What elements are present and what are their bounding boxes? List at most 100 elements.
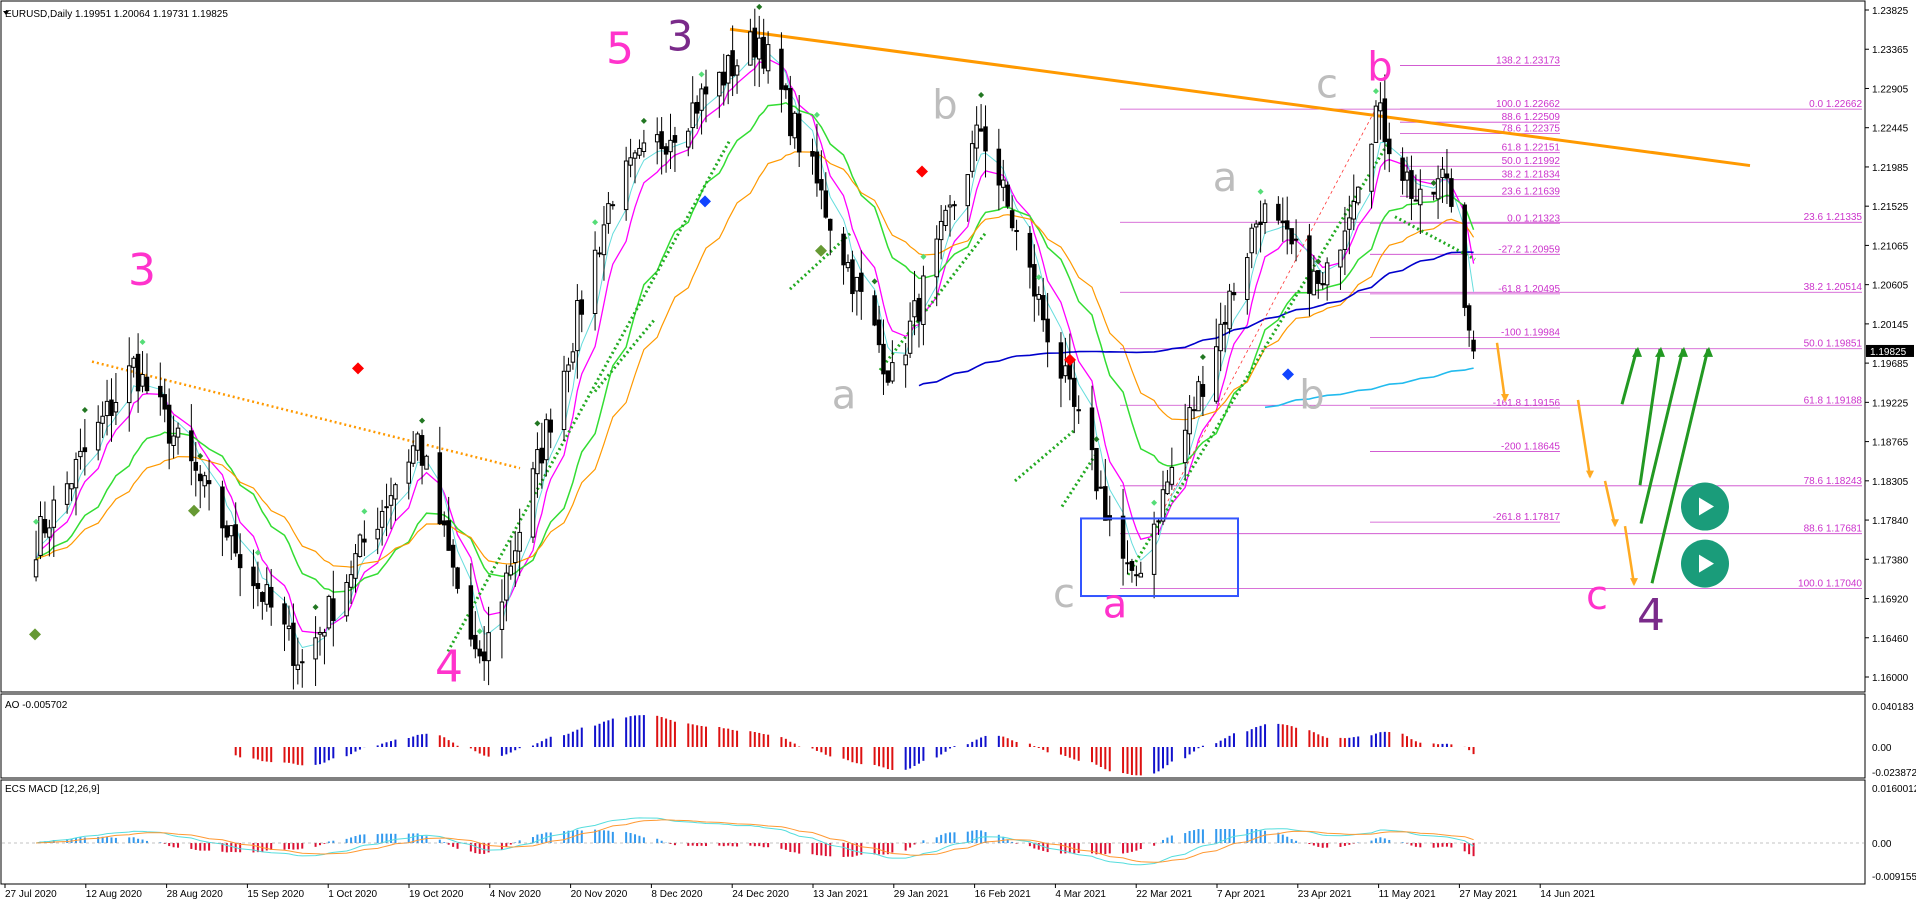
candle-body (229, 525, 234, 537)
candle (1009, 195, 1015, 232)
candle (881, 319, 886, 395)
candle-body (388, 495, 394, 506)
candle (779, 32, 784, 113)
price-tick-label: 1.18765 (1872, 438, 1909, 449)
candle-body (1227, 290, 1232, 330)
candle (268, 568, 274, 626)
last-price-label: 1.19825 (1870, 347, 1907, 358)
candle (859, 250, 864, 320)
candle (131, 355, 136, 378)
candle-body (158, 385, 163, 398)
wave-label-grey: a (832, 372, 857, 418)
candle (415, 431, 420, 461)
bullish-projection-arrow (1620, 348, 1639, 405)
bearish-projection-arrow (1623, 525, 1636, 585)
candle-body (1200, 384, 1206, 397)
candle-body (437, 452, 443, 525)
arrowhead-icon (1632, 346, 1642, 357)
play-button[interactable] (1681, 482, 1729, 531)
play-icon (1699, 497, 1714, 516)
candle-body (623, 160, 629, 211)
candle-body (206, 480, 212, 485)
ao-histogram (234, 715, 1475, 776)
candle-body (38, 516, 43, 556)
candle-body (1165, 481, 1170, 495)
candle-body (1338, 249, 1343, 268)
candle (300, 649, 305, 688)
candle-body (788, 88, 793, 137)
candle-body (473, 634, 478, 650)
candle (455, 566, 460, 594)
fib-ext-label: 88.6 1.22509 (1502, 112, 1561, 123)
candle (388, 477, 394, 530)
candle (952, 200, 957, 221)
candle (1200, 365, 1206, 416)
candle-body (876, 319, 882, 346)
candle (1218, 302, 1223, 372)
candle (1373, 100, 1379, 143)
candle-body (1249, 227, 1254, 254)
candle-body (419, 435, 425, 466)
candle (694, 95, 700, 130)
candle-body (757, 37, 762, 60)
ao-tick-label: 0.00 (1872, 743, 1892, 754)
candle-body (1098, 486, 1104, 489)
candle-body (539, 447, 545, 464)
candle-body (1072, 377, 1077, 407)
candle-body (668, 139, 673, 153)
candle (1280, 197, 1286, 242)
candle-body (1351, 201, 1357, 220)
candle (69, 483, 74, 502)
candle (819, 150, 824, 210)
candle (1058, 332, 1064, 408)
candle (1045, 292, 1050, 368)
candle-body (82, 447, 88, 453)
candle (947, 195, 953, 237)
candle-body (384, 506, 389, 509)
candle (1227, 283, 1232, 334)
fractal-dot-icon (33, 518, 40, 525)
candle (140, 351, 145, 393)
candle (1160, 470, 1166, 526)
fractal-dot-icon (312, 604, 319, 611)
candle (317, 626, 323, 656)
ao-tick-label: -0.023872 (1872, 768, 1916, 779)
signal-markers (29, 3, 1437, 641)
candle-body (1347, 217, 1352, 230)
play-button[interactable] (1681, 539, 1729, 588)
candle-body (1276, 203, 1281, 221)
candle-body (823, 190, 829, 218)
candle-body (694, 101, 700, 114)
trendlines (91, 27, 1751, 653)
candle-body (1191, 409, 1197, 412)
wave-label-pink: 5 (606, 23, 634, 74)
candle-body (1009, 210, 1015, 229)
candle (1351, 174, 1357, 231)
candle (78, 428, 83, 470)
candle-body (1324, 262, 1330, 286)
candle-body (1032, 264, 1037, 297)
support-trendline (1014, 428, 1076, 483)
date-tick-label: 11 May 2021 (1379, 889, 1437, 900)
candle (1196, 375, 1201, 412)
macd-tick-label: 0.0160012 (1872, 784, 1916, 795)
candle (104, 379, 110, 436)
candle-body (1471, 339, 1476, 352)
candle-body (996, 148, 1002, 186)
candle-body (672, 135, 678, 143)
sma-144-line (918, 251, 1474, 387)
fractal-dot-icon (361, 508, 368, 515)
collapse-icon[interactable] (3, 11, 9, 15)
candle-body (663, 146, 669, 155)
ema-21-line (35, 101, 1475, 593)
candle (792, 111, 797, 149)
price-tick-label: 1.18305 (1872, 477, 1909, 488)
date-tick-label: 4 Mar 2021 (1055, 889, 1106, 900)
fib-ext-label: 100.0 1.22662 (1496, 99, 1560, 110)
ao-tick-label: 0.040183 (1872, 702, 1914, 713)
price-tick-label: 1.17840 (1872, 516, 1909, 527)
candle (1369, 143, 1374, 209)
candle-body (512, 550, 518, 564)
candle-body (1355, 186, 1361, 204)
fib-ext-label: -161.8 1.19156 (1493, 398, 1561, 409)
